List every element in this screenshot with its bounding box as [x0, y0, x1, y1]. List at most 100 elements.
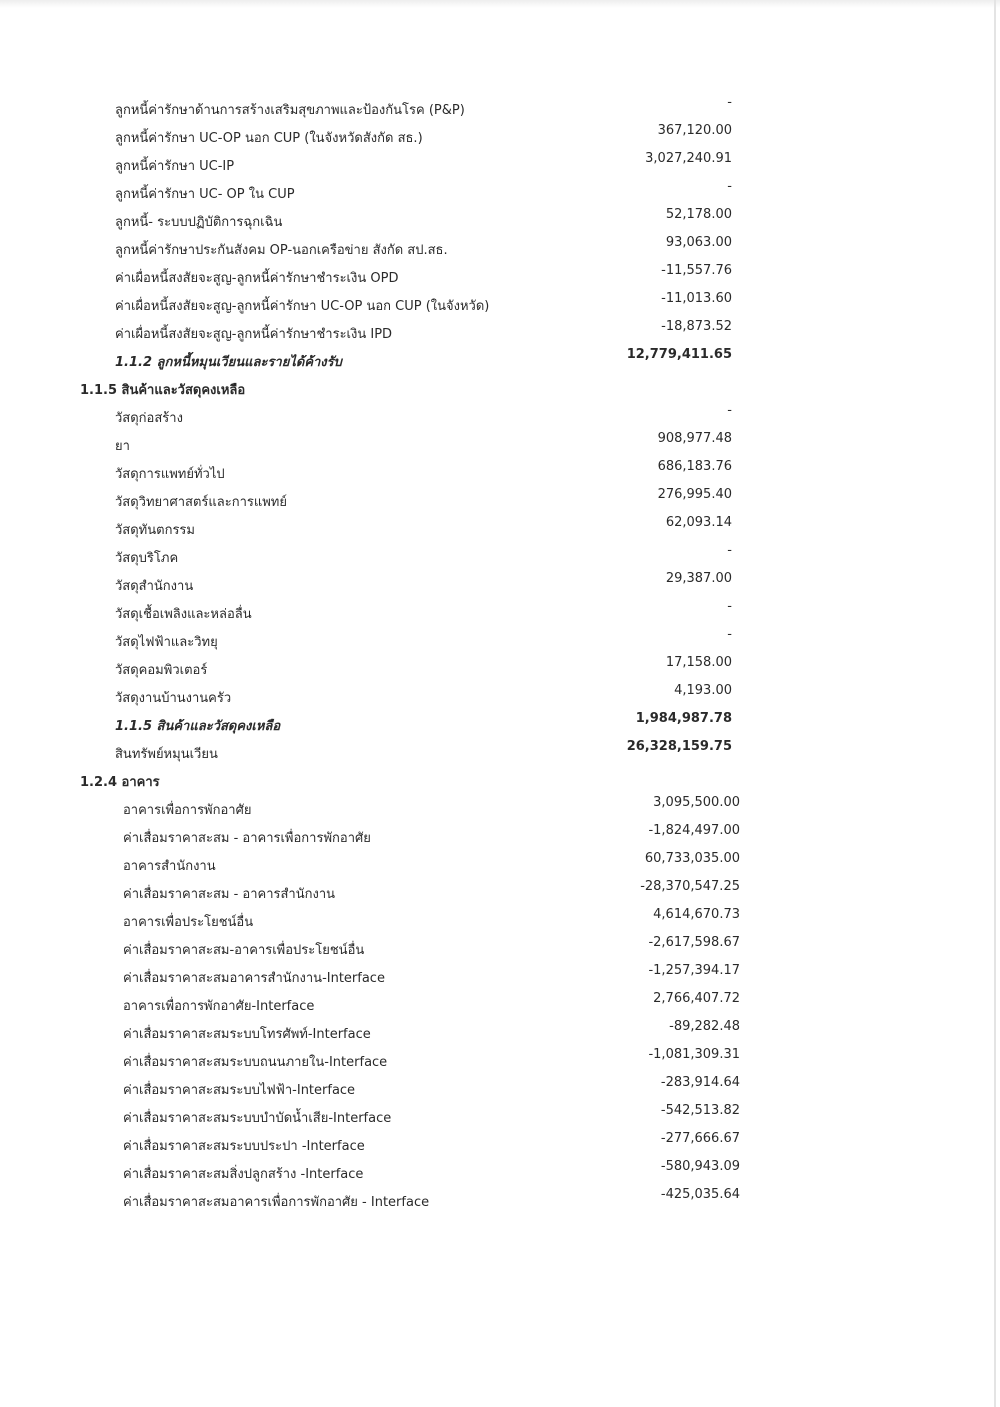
line-item-row: วัสดุสำนักงาน 29,387.00 — [0, 571, 1000, 601]
subtotal-row: 1.1.2 ลูกหนี้หมุนเวียนและรายได้ค้างรับ 12… — [0, 347, 1000, 377]
line-item-row: ยา 908,977.48 — [0, 431, 1000, 461]
line-item-row: ลูกหนี้ค่ารักษาด้านการสร้างเสริมสุขภาพแล… — [0, 95, 1000, 125]
row-amount: 12,779,411.65 — [626, 347, 732, 362]
row-amount: -2,617,598.67 — [648, 935, 740, 950]
row-amount: - — [727, 627, 732, 642]
row-amount: 276,995.40 — [657, 487, 732, 502]
row-label: 1.2.4 อาคาร — [80, 775, 160, 790]
row-label: ค่าเสื่อมราคาสะสม - อาคารสำนักงาน — [123, 887, 336, 902]
line-item-row: วัสดุบริโภค - — [0, 543, 1000, 573]
row-label: ค่าเสื่อมราคาสะสมระบบไฟฟ้า-Interface — [123, 1083, 356, 1098]
financial-statement-page: ลูกหนี้ค่ารักษาด้านการสร้างเสริมสุขภาพแล… — [0, 95, 1000, 1217]
row-label: วัสดุงานบ้านงานครัว — [115, 691, 232, 706]
line-item-row: ลูกหนี้ค่ารักษา UC- OP ใน CUP - — [0, 179, 1000, 209]
subtotal-row: สินทรัพย์หมุนเวียน 26,328,159.75 — [0, 739, 1000, 769]
row-amount: 52,178.00 — [665, 207, 732, 222]
line-item-row: อาคารเพื่อประโยชน์อื่น 4,614,670.73 — [0, 907, 1000, 937]
row-amount: -1,257,394.17 — [648, 963, 740, 978]
row-amount: -11,557.76 — [661, 263, 732, 278]
row-label: วัสดุบริโภค — [115, 551, 179, 566]
row-label: อาคารเพื่อประโยชน์อื่น — [123, 915, 254, 930]
row-amount: 908,977.48 — [657, 431, 732, 446]
row-amount: -89,282.48 — [669, 1019, 740, 1034]
row-label: วัสดุคอมพิวเตอร์ — [115, 663, 208, 678]
row-label: 1.1.5 สินค้าและวัสดุคงเหลือ — [80, 383, 246, 398]
line-item-row: ค่าเผื่อหนี้สงสัยจะสูญ-ลูกหนี้ค่ารักษา U… — [0, 291, 1000, 321]
row-amount: 60,733,035.00 — [644, 851, 740, 866]
row-label: ค่าเสื่อมราคาสะสม-อาคารเพื่อประโยชน์อื่น — [123, 943, 365, 958]
row-amount: -1,824,497.00 — [648, 823, 740, 838]
row-label: วัสดุการแพทย์ทั่วไป — [115, 467, 225, 482]
row-amount: 29,387.00 — [665, 571, 732, 586]
row-amount: - — [727, 599, 732, 614]
row-label: วัสดุเชื้อเพลิงและหล่อลื่น — [115, 607, 252, 622]
row-amount: -425,035.64 — [660, 1187, 740, 1202]
row-label: ลูกหนี้ค่ารักษา UC-OP นอก CUP (ในจังหวัด… — [115, 131, 423, 146]
line-item-row: ค่าเสื่อมราคาสะสมระบบไฟฟ้า-Interface -283… — [0, 1075, 1000, 1105]
line-item-row: ค่าเสื่อมราคาสะสมระบบโทรศัพท์-Interface -… — [0, 1019, 1000, 1049]
row-label: อาคารเพื่อการพักอาศัย — [123, 803, 252, 818]
row-amount: -18,873.52 — [661, 319, 732, 334]
row-amount: -28,370,547.25 — [640, 879, 740, 894]
row-amount: 4,193.00 — [674, 683, 732, 698]
row-label: อาคารสำนักงาน — [123, 859, 216, 874]
row-label: วัสดุสำนักงาน — [115, 579, 194, 594]
row-label: ค่าเสื่อมราคาสะสมระบบโทรศัพท์-Interface — [123, 1027, 371, 1042]
row-label: วัสดุวิทยาศาสตร์และการแพทย์ — [115, 495, 287, 510]
section-heading: 1.1.5 สินค้าและวัสดุคงเหลือ — [0, 377, 1000, 405]
row-amount: 93,063.00 — [665, 235, 732, 250]
line-item-row: วัสดุการแพทย์ทั่วไป 686,183.76 — [0, 459, 1000, 489]
line-item-row: วัสดุคอมพิวเตอร์ 17,158.00 — [0, 655, 1000, 685]
row-amount: 1,984,987.78 — [635, 711, 732, 726]
row-amount: - — [727, 95, 732, 110]
line-item-row: ค่าเผื่อหนี้สงสัยจะสูญ-ลูกหนี้ค่ารักษาชำ… — [0, 319, 1000, 349]
row-amount: - — [727, 543, 732, 558]
row-label: ค่าเสื่อมราคาสะสมอาคารสำนักงาน-Interface — [123, 971, 385, 986]
row-label: วัสดุก่อสร้าง — [115, 411, 183, 426]
line-item-row: อาคารเพื่อการพักอาศัย 3,095,500.00 — [0, 795, 1000, 825]
scan-right-edge — [994, 0, 996, 1407]
line-item-row: ลูกหนี้ค่ารักษา UC-OP นอก CUP (ในจังหวัด… — [0, 123, 1000, 153]
row-label: ค่าเสื่อมราคาสะสมสิ่งปลูกสร้าง -Interfac… — [123, 1167, 364, 1182]
row-amount: 2,766,407.72 — [653, 991, 740, 1006]
row-amount: -580,943.09 — [660, 1159, 740, 1174]
row-label: ค่าเสื่อมราคาสะสมระบบประปา -Interface — [123, 1139, 365, 1154]
row-amount: 367,120.00 — [657, 123, 732, 138]
row-label: ลูกหนี้ค่ารักษาประกันสังคม OP-นอกเครือข่… — [115, 243, 448, 258]
row-label: วัสดุไฟฟ้าและวิทยุ — [115, 635, 218, 650]
row-label: ค่าเผื่อหนี้สงสัยจะสูญ-ลูกหนี้ค่ารักษาชำ… — [115, 271, 399, 286]
row-amount: -283,914.64 — [660, 1075, 740, 1090]
line-item-row: อาคารเพื่อการพักอาศัย-Interface 2,766,407… — [0, 991, 1000, 1021]
line-item-row: ลูกหนี้ค่ารักษาประกันสังคม OP-นอกเครือข่… — [0, 235, 1000, 265]
row-amount: 3,027,240.91 — [645, 151, 732, 166]
row-amount: -542,513.82 — [660, 1103, 740, 1118]
row-amount: 4,614,670.73 — [653, 907, 740, 922]
subtotal-row: 1.1.5 สินค้าและวัสดุคงเหลือ 1,984,987.78 — [0, 711, 1000, 741]
row-label: ลูกหนี้- ระบบปฏิบัติการฉุกเฉิน — [115, 215, 283, 230]
row-label: ลูกหนี้ค่ารักษา UC- OP ใน CUP — [115, 187, 295, 202]
row-amount: -11,013.60 — [661, 291, 732, 306]
line-item-row: ลูกหนี้- ระบบปฏิบัติการฉุกเฉิน 52,178.00 — [0, 207, 1000, 237]
row-label: ลูกหนี้ค่ารักษาด้านการสร้างเสริมสุขภาพแล… — [115, 103, 465, 118]
line-item-row: ค่าเสื่อมราคาสะสม - อาคารเพื่อการพักอาศั… — [0, 823, 1000, 853]
row-label: ค่าเผื่อหนี้สงสัยจะสูญ-ลูกหนี้ค่ารักษาชำ… — [115, 327, 393, 342]
row-label: ค่าเสื่อมราคาสะสม - อาคารเพื่อการพักอาศั… — [123, 831, 371, 846]
line-item-row: ค่าเสื่อมราคาสะสมอาคารเพื่อการพักอาศัย -… — [0, 1187, 1000, 1217]
row-amount: -277,666.67 — [660, 1131, 740, 1146]
row-amount: -1,081,309.31 — [648, 1047, 740, 1062]
line-item-row: วัสดุไฟฟ้าและวิทยุ - — [0, 627, 1000, 657]
line-item-row: วัสดุวิทยาศาสตร์และการแพทย์ 276,995.40 — [0, 487, 1000, 517]
row-label: ค่าเผื่อหนี้สงสัยจะสูญ-ลูกหนี้ค่ารักษา U… — [115, 299, 490, 314]
line-item-row: ค่าเสื่อมราคาสะสมอาคารสำนักงาน-Interface… — [0, 963, 1000, 993]
row-label: 1.1.2 ลูกหนี้หมุนเวียนและรายได้ค้างรับ — [115, 355, 342, 370]
row-amount: - — [727, 403, 732, 418]
row-label: สินทรัพย์หมุนเวียน — [115, 747, 218, 762]
line-item-row: วัสดุก่อสร้าง - — [0, 403, 1000, 433]
row-amount: - — [727, 179, 732, 194]
row-label: ยา — [115, 439, 130, 454]
line-item-row: ค่าเสื่อมราคาสะสม - อาคารสำนักงาน -28,370… — [0, 879, 1000, 909]
row-amount: 62,093.14 — [665, 515, 732, 530]
line-item-row: ค่าเสื่อมราคาสะสมระบบถนนภายใน-Interface -… — [0, 1047, 1000, 1077]
row-label: วัสดุทันตกรรม — [115, 523, 195, 538]
line-item-row: วัสดุทันตกรรม 62,093.14 — [0, 515, 1000, 545]
